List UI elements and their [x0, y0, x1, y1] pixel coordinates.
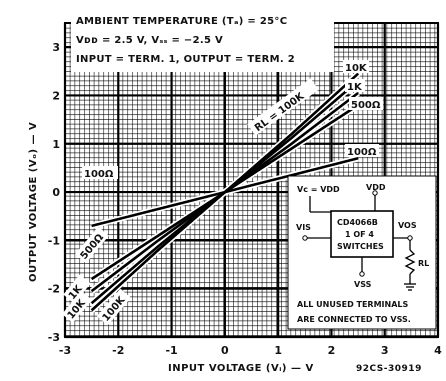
label-r1k-top: 1K — [347, 82, 363, 93]
conditions-box — [71, 10, 334, 72]
x-tick-label: -1 — [165, 344, 177, 357]
y-tick-label: -3 — [48, 331, 60, 344]
x-tick-label: 3 — [381, 344, 389, 357]
series-layer — [89, 71, 361, 313]
condition-terminals: INPUT = TERM. 1, OUTPUT = TERM. 2 — [76, 54, 295, 65]
y-tick-label: 2 — [52, 89, 60, 102]
x-tick-label: 4 — [434, 344, 442, 357]
inset-chip-name: CD4066B — [337, 218, 378, 227]
inset-chip-sub2: SWITCHES — [337, 242, 384, 251]
y-tick-label: -2 — [48, 283, 60, 296]
label-r10k-top: 10K — [345, 63, 368, 74]
label-r100-bottom: 100Ω — [84, 169, 114, 180]
figure-code: 92CS-30919 — [356, 364, 422, 374]
y-tick-labels: 3 2 1 0 -1 -2 -3 — [48, 41, 61, 344]
x-tick-label: 0 — [221, 344, 229, 357]
inset-note-2: ARE CONNECTED TO VSS. — [297, 315, 411, 324]
y-tick-label: 0 — [52, 186, 60, 199]
label-r100-top: 100Ω — [347, 147, 377, 158]
inset-circuit: Vc = VDD VDD CD4066B 1 OF 4 SWITCHES VIS… — [287, 175, 437, 330]
inset-vos-label: VOS — [398, 221, 417, 230]
y-tick-label: -1 — [48, 234, 60, 247]
y-tick-label: 3 — [52, 41, 60, 54]
x-tick-labels: -3 -2 -1 0 1 2 3 4 — [59, 344, 442, 357]
inset-chip-sub1: 1 OF 4 — [345, 230, 374, 239]
y-tick-label: 1 — [52, 138, 60, 151]
inset-vc-label: Vc = VDD — [297, 185, 340, 194]
x-tick-label: -3 — [59, 344, 71, 357]
x-axis-title: INPUT VOLTAGE (Vᵢ) — V — [168, 363, 314, 374]
x-tick-label: 1 — [274, 344, 282, 357]
inset-rl-label: RL — [418, 259, 429, 268]
condition-supply: Vᴅᴅ = 2.5 V, Vₛₛ = −2.5 V — [76, 35, 223, 46]
inset-vss-label: VSS — [354, 280, 372, 289]
y-axis-title: OUTPUT VOLTAGE (Vₒ) — V — [28, 122, 39, 282]
series-line — [91, 157, 359, 228]
label-r500-top: 500Ω — [351, 100, 381, 111]
x-tick-label: -2 — [112, 344, 124, 357]
inset-vdd-label: VDD — [366, 183, 386, 192]
condition-temp: AMBIENT TEMPERATURE (Tₐ) = 25°C — [76, 16, 287, 27]
inset-vis-label: VIS — [296, 223, 311, 232]
inset-chip — [330, 210, 394, 258]
inset-note-1: ALL UNUSED TERMINALS — [297, 300, 409, 309]
x-tick-label: 2 — [328, 344, 336, 357]
